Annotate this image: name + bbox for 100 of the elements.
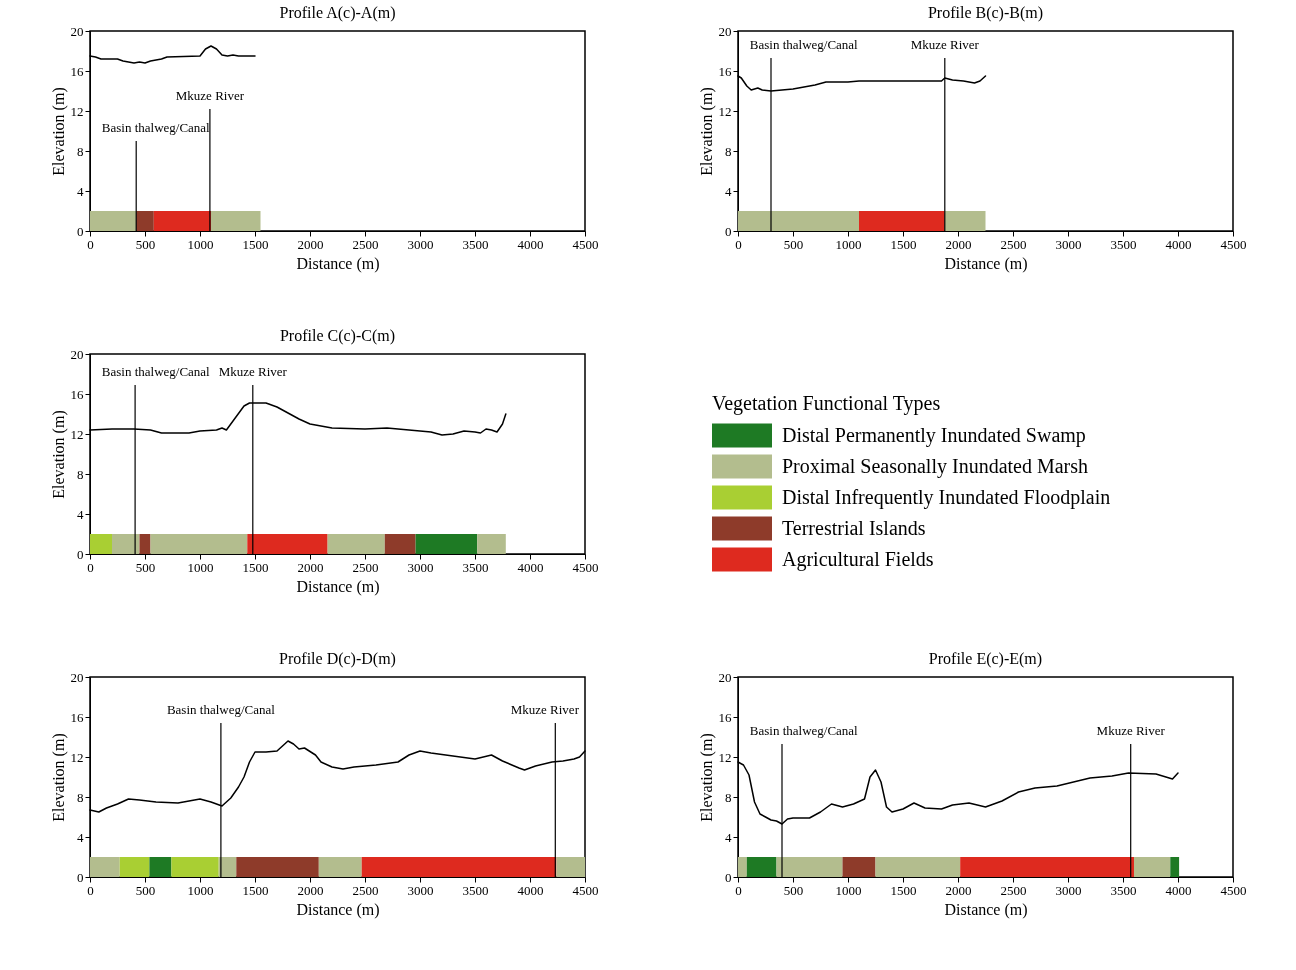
x-tick-label: 4500 [572,882,599,898]
y-axis-title: Elevation (m) [697,87,716,176]
x-tick-label: 1500 [242,882,269,898]
chart-title: Profile A(c)-A(m) [279,4,396,22]
x-tick-label: 3500 [1110,236,1137,252]
x-tick-label: 4500 [1220,882,1247,898]
category-label: Terrestrial Islands [782,516,926,539]
chart-title: Profile D(c)-D(m) [279,650,396,668]
ref-line-label: Mkuze River [1096,723,1166,738]
y-tick-label: 12 [70,749,84,765]
y-axis-title: Elevation (m) [697,733,716,822]
y-tick-label: 12 [718,749,732,765]
x-tick-label: 1500 [242,236,269,252]
y-tick-label: 8 [77,789,84,805]
x-tick-label: 1500 [890,882,917,898]
x-tick-label: 0 [735,882,742,898]
x-axis-title: Distance (m) [944,900,1028,919]
y-tick-label: 12 [70,426,84,442]
x-tick-label: 3500 [462,559,489,575]
y-tick-label: 8 [725,143,732,159]
y-tick-label: 16 [718,63,732,79]
x-tick-label: 500 [135,559,156,575]
x-tick-label: 1000 [835,882,862,898]
chart-title: Profile E(c)-E(m) [928,650,1043,668]
y-tick-label: 20 [70,669,84,685]
chart-title: Profile B(c)-B(m) [927,4,1044,22]
x-tick-label: 2500 [352,236,379,252]
x-tick-label: 4500 [572,559,599,575]
ref-line-label: Mkuze River [510,702,580,717]
x-tick-label: 1500 [890,236,917,252]
x-tick-label: 2500 [1000,236,1027,252]
x-tick-label: 3000 [1055,882,1082,898]
x-tick-label: 1000 [835,236,862,252]
x-tick-label: 4000 [517,236,544,252]
ref-line-label: Basin thalweg/Canal [101,364,211,379]
y-tick-label: 20 [70,23,84,39]
x-tick-label: 0 [87,236,94,252]
x-tick-label: 3000 [407,559,434,575]
x-tick-label: 500 [135,236,156,252]
ref-line-label: Mkuze River [218,364,288,379]
y-tick-label: 12 [70,103,84,119]
x-tick-label: 0 [87,559,94,575]
y-tick-label: 0 [725,223,732,239]
y-tick-label: 4 [725,183,732,199]
chart-title: Profile C(c)-C(m) [279,327,396,345]
y-tick-label: 12 [718,103,732,119]
ref-line-label: Basin thalweg/Canal [749,37,859,52]
x-tick-label: 3500 [462,236,489,252]
y-tick-label: 16 [70,63,84,79]
legend-title: Vegetation Functional Types [712,392,941,415]
y-tick-label: 4 [77,183,84,199]
x-tick-label: 4000 [1165,236,1192,252]
x-tick-label: 2000 [945,236,972,252]
x-tick-label: 4000 [517,882,544,898]
x-tick-label: 0 [735,236,742,252]
x-tick-label: 2000 [297,236,324,252]
ref-line-label: Mkuze River [910,37,980,52]
y-tick-label: 4 [77,829,84,845]
x-axis-title: Distance (m) [296,577,380,596]
x-tick-label: 1000 [187,559,214,575]
ref-line-label: Basin thalweg/Canal [166,702,276,717]
x-axis-title: Distance (m) [296,900,380,919]
x-tick-label: 3000 [1055,236,1082,252]
x-tick-label: 500 [135,882,156,898]
x-tick-label: 1000 [187,236,214,252]
x-tick-label: 3000 [407,882,434,898]
x-tick-label: 4500 [1220,236,1247,252]
x-tick-label: 1500 [242,559,269,575]
x-tick-label: 2000 [297,882,324,898]
x-tick-label: 0 [87,882,94,898]
x-axis-title: Distance (m) [296,254,380,273]
x-tick-label: 500 [783,882,804,898]
y-tick-label: 16 [70,386,84,402]
y-tick-label: 8 [725,789,732,805]
y-tick-label: 20 [718,669,732,685]
x-tick-label: 2500 [1000,882,1027,898]
category-label: Distal Infrequently Inundated Floodplain [782,485,1111,509]
y-tick-label: 4 [725,829,732,845]
y-axis-title: Elevation (m) [49,87,68,176]
y-tick-label: 16 [70,709,84,725]
x-tick-label: 3500 [462,882,489,898]
y-tick-label: 16 [718,709,732,725]
x-tick-label: 4000 [1165,882,1192,898]
x-tick-label: 2500 [352,559,379,575]
x-tick-label: 500 [783,236,804,252]
x-tick-label: 2500 [352,882,379,898]
y-tick-label: 8 [77,466,84,482]
y-tick-label: 0 [77,869,84,885]
category-label: Distal Permanently Inundated Swamp [782,423,1086,447]
y-tick-label: 0 [77,546,84,562]
x-tick-label: 1000 [187,882,214,898]
y-tick-label: 20 [718,23,732,39]
y-tick-label: 20 [70,346,84,362]
x-axis-title: Distance (m) [944,254,1028,273]
y-axis-title: Elevation (m) [49,410,68,499]
ref-line-label: Basin thalweg/Canal [101,120,211,135]
x-tick-label: 4500 [572,236,599,252]
x-tick-label: 3000 [407,236,434,252]
x-tick-label: 2000 [945,882,972,898]
category-label: Agricultural Fields [782,547,934,571]
